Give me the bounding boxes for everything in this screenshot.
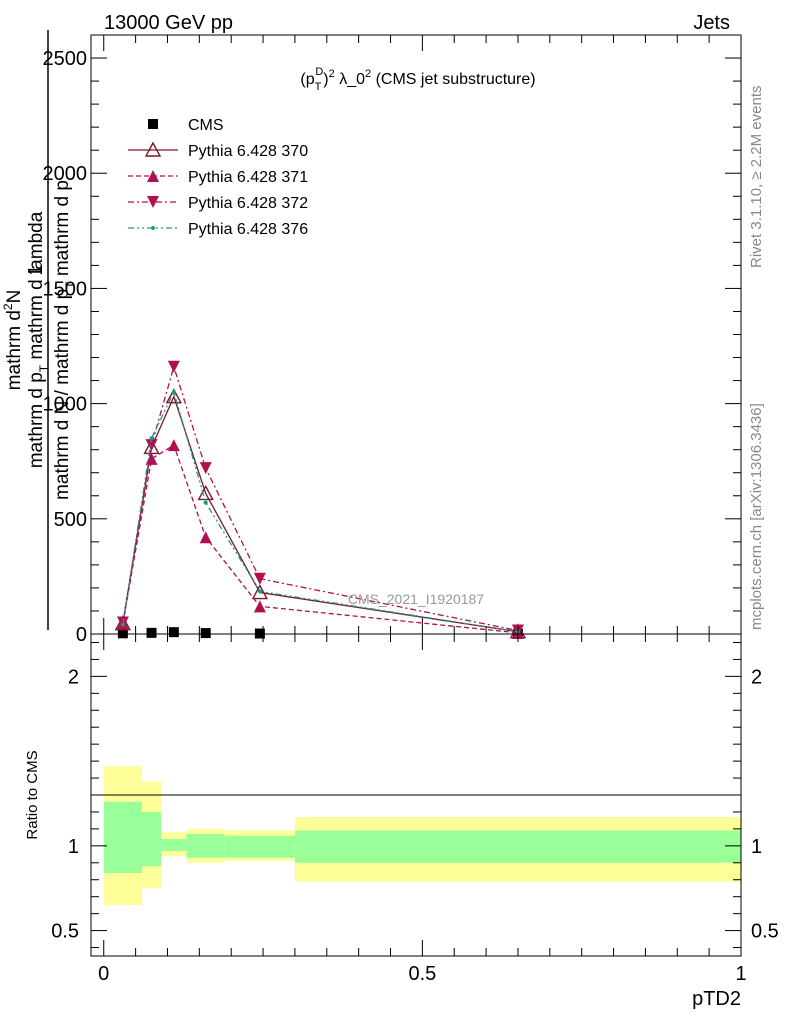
py370-point xyxy=(114,615,132,631)
main-x-ticks xyxy=(103,35,742,634)
cms-point xyxy=(146,627,157,638)
cms-point xyxy=(200,628,211,639)
ratio-plot: 0.5 0.51 12 2 0 0.5 1 xyxy=(51,633,779,985)
ylabel-frac-top: 1 xyxy=(25,264,47,275)
main-ytick-label: 1500 xyxy=(43,278,88,300)
title-close: ) xyxy=(323,71,328,88)
ratio-ytick-label-right: 1 xyxy=(751,836,762,858)
ratio-xtick-label: 1 xyxy=(735,963,746,985)
ratio-band-inner xyxy=(161,839,187,851)
title-sq2: 2 xyxy=(365,68,371,80)
ratio-ytick-label-right: 2 xyxy=(751,666,762,688)
ratio-band-inner xyxy=(103,801,142,873)
series-line-py376 xyxy=(122,390,519,633)
legend-item-py376: Pythia 6.428 376 xyxy=(128,221,308,238)
main-ytick-label: 0 xyxy=(76,624,87,646)
legend-item-cms: CMS xyxy=(148,117,224,134)
py376-point xyxy=(120,622,125,627)
py376-point xyxy=(203,500,208,505)
main-ylabel: 1 mathrm d2N mathrm d pT mathrm d lambda… xyxy=(1,30,77,630)
py371-point xyxy=(253,600,266,613)
ratio-xtick-label: 0.5 xyxy=(408,963,436,985)
ratio-x-axis: 0 0.5 1 xyxy=(98,634,747,985)
legend-label: CMS xyxy=(188,117,224,134)
py370-point xyxy=(165,388,183,404)
series-line-py372 xyxy=(122,364,519,632)
series-py376 xyxy=(120,390,520,634)
py376-point xyxy=(257,589,262,594)
main-ytick-label: 1000 xyxy=(43,394,88,416)
legend-label: Pythia 6.428 372 xyxy=(188,195,308,212)
py371-point xyxy=(147,170,159,182)
cms-point xyxy=(168,627,179,638)
title-sub-t: T xyxy=(315,81,322,93)
ylabel-top-line2: mathrm d pT mathrm d lambda xyxy=(26,211,51,468)
ratio-band-inner xyxy=(294,830,741,863)
legend-item-py371: Pythia 6.428 371 xyxy=(128,169,308,186)
py372-point xyxy=(167,360,180,373)
py372-point xyxy=(147,196,159,208)
series-py371 xyxy=(116,439,524,639)
py376-point xyxy=(171,390,176,395)
py370-point xyxy=(251,584,269,600)
py372-point xyxy=(145,439,158,452)
ratio-y-axis: 0.5 0.5 1 1 2 2 xyxy=(51,641,779,949)
cms-point xyxy=(148,119,158,129)
series-cms xyxy=(117,627,523,639)
legend-label: Pythia 6.428 376 xyxy=(188,221,308,238)
py371-point xyxy=(199,531,212,544)
legend-label: Pythia 6.428 370 xyxy=(188,143,308,160)
xlabel: pTD2 xyxy=(692,988,741,1010)
header-left: 13000 GeV pp xyxy=(104,12,233,34)
py376-point xyxy=(151,226,155,230)
legend-item-py372: Pythia 6.428 372 xyxy=(128,195,308,212)
title-rest: (CMS jet substructure) xyxy=(371,71,535,88)
main-y-axis: 0 500 1000 1500 2000 2500 xyxy=(43,48,741,646)
main-series-layer xyxy=(114,360,527,639)
main-ytick-label: 2000 xyxy=(43,163,88,185)
ylabel-top-line1: mathrm d2N xyxy=(1,290,25,391)
ratio-ytick-label-right: 0.5 xyxy=(751,921,779,943)
py371-point xyxy=(167,439,180,452)
main-ytick-label: 500 xyxy=(54,509,87,531)
py370-point xyxy=(197,484,214,501)
ratio-bands-layer xyxy=(103,766,741,906)
ratio-band-inner xyxy=(224,835,295,858)
legend-item-py370: Pythia 6.428 370 xyxy=(128,141,308,160)
watermark: CMS_2021_I1920187 xyxy=(348,591,484,607)
title-lam: λ_0 xyxy=(335,71,365,88)
ratio-ylabel: Ratio to CMS xyxy=(24,750,41,839)
ratio-ytick-label: 0.5 xyxy=(51,921,79,943)
title-sup-d: D xyxy=(315,66,323,78)
legend-label: Pythia 6.428 371 xyxy=(188,169,308,186)
py370-point xyxy=(144,141,162,157)
legend: CMS Pythia 6.428 370 Pythia 6.428 371 Pythi… xyxy=(128,117,308,238)
title-p: (p xyxy=(300,71,314,88)
main-ytick-label: 2500 xyxy=(43,48,88,70)
series-line-py371 xyxy=(122,444,519,634)
ylabel-bottom: mathrm d N / mathrm d pT mathrm d p xyxy=(52,180,77,500)
header-right: Jets xyxy=(693,12,730,34)
ratio-ytick-label: 2 xyxy=(68,666,79,688)
py372-point xyxy=(199,462,212,475)
mcplots-label: mcplots.cern.ch [arXiv:1306.3436] xyxy=(748,403,765,630)
py371-point xyxy=(145,452,158,465)
ratio-xtick-label: 0 xyxy=(98,963,109,985)
ratio-ytick-label: 1 xyxy=(68,836,79,858)
rivet-label: Rivet 3.1.10, ≥ 2.2M events xyxy=(748,86,765,269)
py376-point xyxy=(149,436,154,441)
cms-point xyxy=(117,628,128,639)
title-sq1: 2 xyxy=(329,68,335,80)
main-plot: 0 500 1000 1500 2000 2500 xyxy=(43,34,742,646)
plot-title: (pTD)2 λ_02 (CMS jet substructure) xyxy=(300,66,535,93)
py372-point xyxy=(253,572,266,585)
ratio-band-inner xyxy=(141,811,162,867)
ratio-band-inner xyxy=(186,833,225,858)
